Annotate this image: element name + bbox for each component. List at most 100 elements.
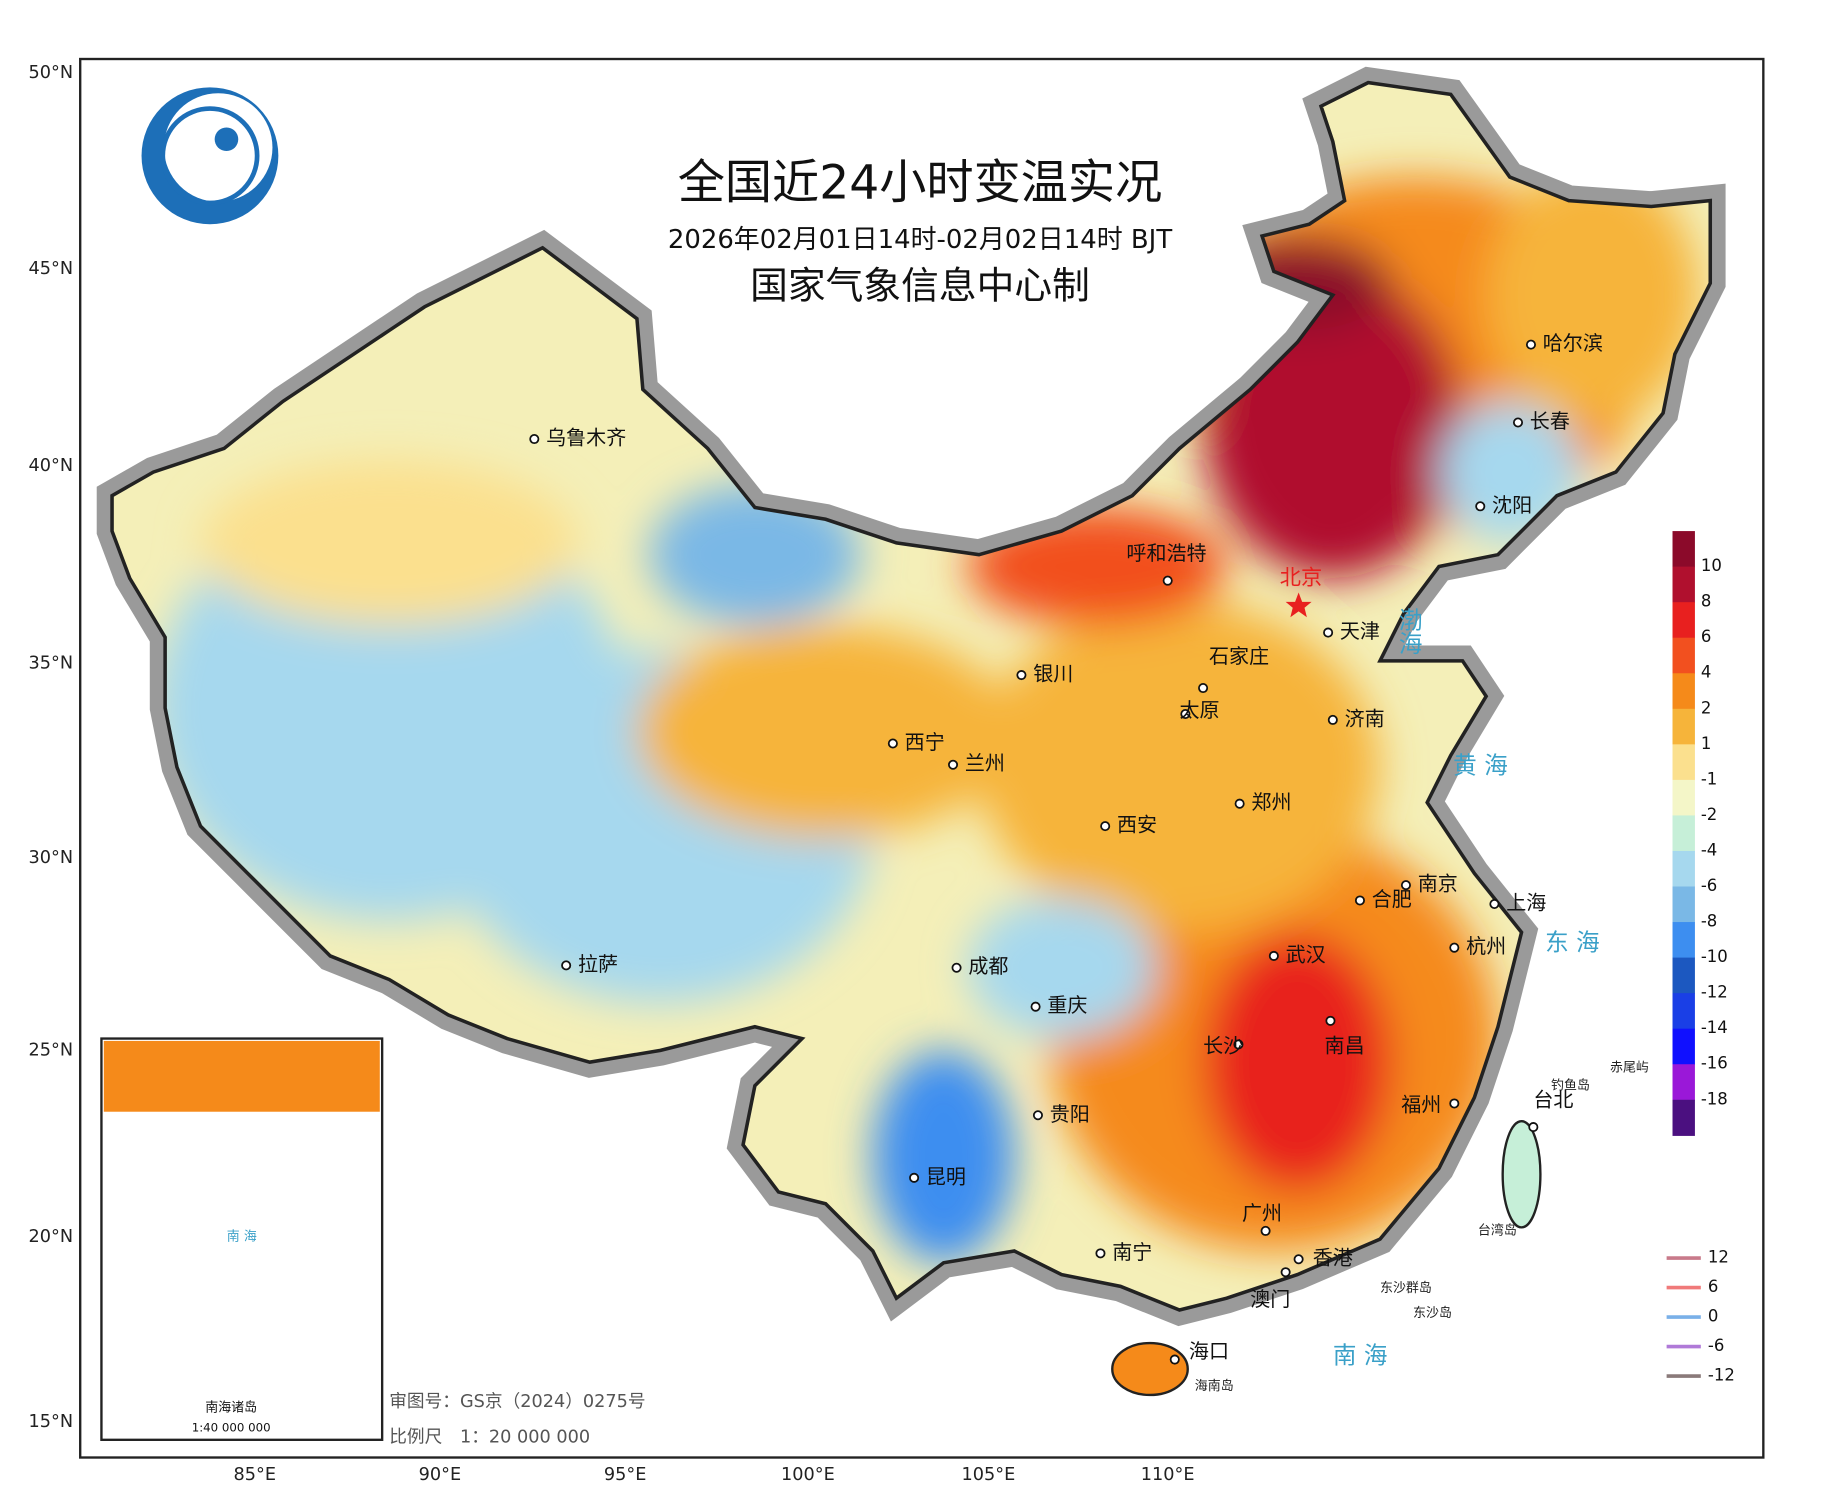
city-label: 乌鲁木齐 [546,426,626,450]
boundary-legend-label: -12 [1708,1366,1735,1385]
lat-label: 50°N [29,63,74,83]
city-dot [1198,683,1209,694]
colorbar-swatch [1672,531,1695,568]
colorbar-swatch [1672,602,1695,639]
island-label: 赤尾屿 [1610,1061,1649,1076]
city-label: 成都 [968,954,1008,978]
sea-label: 渤海 [1395,608,1423,656]
city-label: 福州 [1401,1092,1441,1116]
city-label: 杭州 [1466,934,1506,958]
capital-star [1285,592,1312,618]
city-label: 昆明 [926,1164,966,1188]
city-dot [1095,1248,1106,1259]
colorbar-label: -1 [1701,769,1717,788]
colorbar-label: 10 [1701,556,1722,575]
lat-label: 30°N [29,848,74,868]
colorbar-label: -10 [1701,947,1728,966]
sea-label: 东 海 [1545,929,1600,957]
boundary-legend-label: 6 [1708,1277,1718,1296]
city-dot [1280,1267,1291,1278]
island-label: 台湾岛 [1478,1222,1517,1238]
city-label: 贵阳 [1050,1102,1090,1126]
capital-label: 北京 [1280,565,1322,590]
title: 全国近24小时变温实况 [678,155,1163,210]
city-label: 澳门 [1250,1287,1290,1311]
city-dot [1400,880,1411,891]
colorbar-label: 4 [1701,663,1711,682]
colorbar-label: -4 [1701,840,1717,859]
colorbar-swatch [1672,673,1695,710]
city-dot [1293,1254,1304,1265]
city-dot [909,1172,920,1183]
city-dot [1162,575,1173,586]
inset-land [103,1040,380,1112]
colorbar-swatch [1672,1028,1695,1065]
colorbar-swatch [1672,1099,1695,1136]
city-label: 海口 [1189,1339,1229,1363]
city-dot [1180,708,1191,720]
city-label: 上海 [1506,891,1546,915]
city-dot [1169,1354,1180,1365]
city-label: 济南 [1345,706,1385,730]
agency: 国家气象信息中心制 [750,263,1090,307]
city-dot [948,759,959,770]
city-label: 香港 [1313,1246,1353,1270]
island-label: 海南岛 [1195,1378,1234,1394]
city-dot [1260,1225,1271,1236]
city-dot [1327,714,1338,725]
city-dot [1234,798,1245,809]
colorbar-label: -14 [1701,1018,1728,1037]
city-label: 银川 [1033,662,1073,686]
city-dot [1323,627,1334,638]
city-label: 天津 [1340,619,1380,643]
lat-label: 25°N [29,1040,74,1060]
colorbar-label: -16 [1701,1054,1728,1073]
colorbar-swatch [1672,957,1695,994]
city-label: 重庆 [1047,993,1087,1017]
sea-label: 黄 海 [1453,752,1508,780]
island-label: 东沙岛 [1413,1305,1452,1321]
city-label: 西安 [1117,813,1157,837]
boundary-legend-label: -6 [1708,1336,1724,1355]
colorbar-swatch [1672,637,1695,674]
colorbar-swatch [1672,922,1695,959]
colorbar-label: 8 [1701,592,1711,611]
city-label: 南昌 [1325,1033,1365,1057]
colorbar-swatch [1672,1064,1695,1101]
sea-label: 南 海 [1333,1342,1388,1370]
colorbar-label: -12 [1701,983,1728,1002]
city-dot [1528,1122,1539,1133]
city-dot [1512,417,1524,428]
colorbar-label: 6 [1701,627,1711,646]
colorbar-swatch [1672,566,1695,603]
city-label: 台北 [1533,1088,1573,1112]
city-label: 西宁 [905,730,945,754]
colorbar-swatch [1672,779,1695,817]
city-dot [1449,1098,1460,1109]
boundary-legend-label: 0 [1708,1307,1718,1326]
colorbar-swatch [1672,815,1695,852]
map-scale: 比例尺 1：20 000 000 [389,1426,590,1447]
colorbar-label: -6 [1701,876,1717,895]
city-dot [1354,895,1365,906]
city-label: 太原 [1179,698,1219,722]
lon-label: 90°E [419,1465,462,1485]
colorbar-label: -8 [1701,912,1717,931]
island-label: 钓鱼岛 [1551,1077,1590,1093]
logo [141,87,279,225]
lat-label: 45°N [29,259,74,279]
colorbar-label: 2 [1701,698,1711,717]
colorbar-swatch [1672,993,1695,1030]
city-label: 长春 [1530,409,1570,433]
colorbar-label: -18 [1701,1089,1728,1108]
city-label: 拉萨 [578,952,618,976]
taiwan-island [1501,1119,1542,1229]
city-dot [529,434,540,445]
colorbar-label: -2 [1701,805,1717,824]
city-dot [1233,1039,1244,1050]
lon-label: 95°E [604,1465,647,1485]
boundary-legend-label: 12 [1708,1248,1729,1267]
city-label: 长沙 [1203,1033,1243,1057]
lat-label: 40°N [29,456,74,476]
